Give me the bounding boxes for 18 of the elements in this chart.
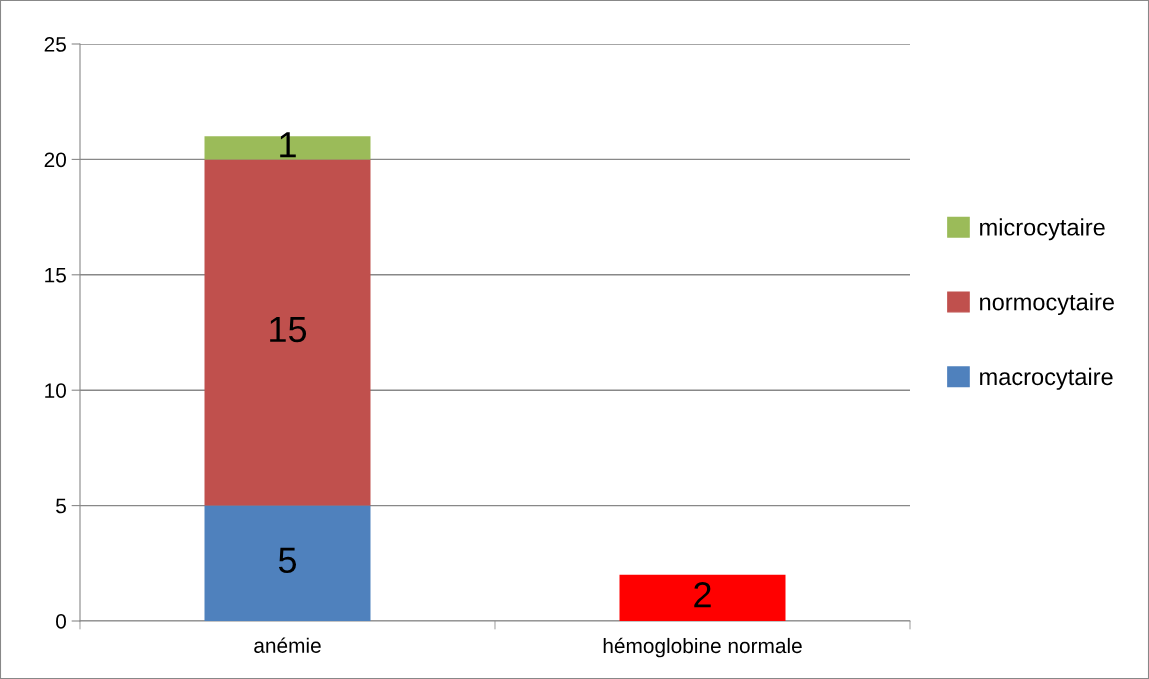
bar <box>619 574 786 621</box>
legend-label: macrocytaire <box>980 367 1113 390</box>
y-tick-label: 25 <box>44 37 66 52</box>
y-tick-label: 15 <box>45 268 66 283</box>
data-label: 1 <box>280 132 296 158</box>
bar <box>204 159 371 506</box>
data-label: 2 <box>694 582 711 608</box>
legend-label: microcytaire <box>980 218 1105 241</box>
y-tick-label: 20 <box>44 152 66 168</box>
y-tick-label: 5 <box>56 498 66 514</box>
data-label: 5 <box>278 547 297 573</box>
legend-label: normocytaire <box>980 293 1114 316</box>
x-tick-label: anémie <box>254 637 321 653</box>
y-tick-label: 0 <box>56 614 66 629</box>
data-label: 15 <box>270 316 307 343</box>
x-tick-label: hémoglobine normale <box>603 637 802 658</box>
y-tick-label: 10 <box>45 383 66 398</box>
bar <box>204 505 371 621</box>
